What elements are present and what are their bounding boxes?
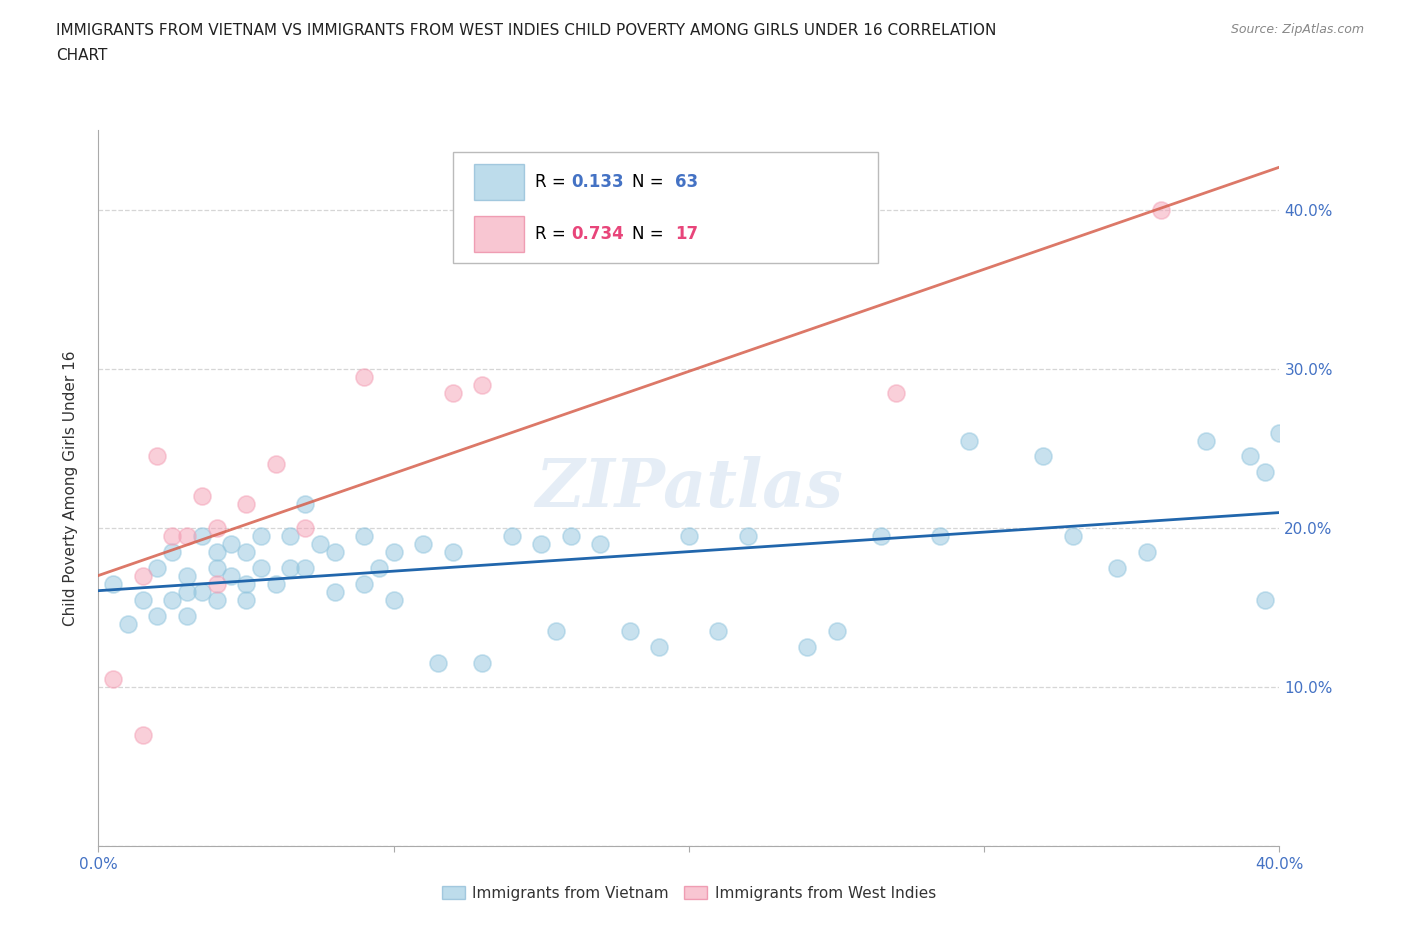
Point: [294, 497, 316, 512]
Point: [205, 561, 228, 576]
FancyBboxPatch shape: [474, 164, 523, 200]
Point: [678, 528, 700, 543]
Point: [707, 624, 730, 639]
Point: [427, 656, 450, 671]
Point: [235, 592, 257, 607]
Point: [412, 537, 434, 551]
Point: [382, 592, 405, 607]
Point: [353, 577, 375, 591]
Point: [501, 528, 523, 543]
Point: [1135, 544, 1157, 559]
Point: [1268, 425, 1291, 440]
Text: R =: R =: [536, 225, 571, 243]
FancyBboxPatch shape: [453, 152, 877, 262]
Point: [162, 544, 183, 559]
Point: [737, 528, 759, 543]
Point: [1062, 528, 1084, 543]
Point: [146, 561, 169, 576]
Point: [309, 537, 332, 551]
Point: [323, 584, 346, 599]
Point: [1254, 592, 1277, 607]
Y-axis label: Child Poverty Among Girls Under 16: Child Poverty Among Girls Under 16: [63, 351, 77, 626]
FancyBboxPatch shape: [474, 216, 523, 252]
Point: [928, 528, 950, 543]
Point: [176, 608, 198, 623]
Point: [132, 592, 155, 607]
Text: Source: ZipAtlas.com: Source: ZipAtlas.com: [1230, 23, 1364, 36]
Point: [176, 528, 198, 543]
Point: [132, 568, 155, 583]
Text: 0.734: 0.734: [571, 225, 624, 243]
Point: [191, 528, 214, 543]
Point: [619, 624, 641, 639]
Text: 63: 63: [675, 173, 697, 191]
Point: [884, 385, 907, 400]
Point: [294, 521, 316, 536]
Legend: Immigrants from Vietnam, Immigrants from West Indies: Immigrants from Vietnam, Immigrants from…: [436, 880, 942, 907]
Point: [1254, 465, 1277, 480]
Point: [205, 544, 228, 559]
Point: [589, 537, 612, 551]
Point: [176, 568, 198, 583]
Point: [1195, 433, 1218, 448]
Text: CHART: CHART: [56, 48, 108, 63]
Point: [825, 624, 848, 639]
Point: [441, 544, 464, 559]
Text: N =: N =: [633, 225, 669, 243]
Point: [278, 528, 302, 543]
Point: [353, 369, 375, 384]
Text: 0.133: 0.133: [571, 173, 623, 191]
Point: [441, 385, 464, 400]
Point: [1150, 203, 1173, 218]
Text: IMMIGRANTS FROM VIETNAM VS IMMIGRANTS FROM WEST INDIES CHILD POVERTY AMONG GIRLS: IMMIGRANTS FROM VIETNAM VS IMMIGRANTS FR…: [56, 23, 997, 38]
Point: [235, 497, 257, 512]
Text: ZIPatlas: ZIPatlas: [536, 456, 842, 521]
Point: [648, 640, 671, 655]
Point: [353, 528, 375, 543]
Point: [471, 656, 494, 671]
Point: [235, 544, 257, 559]
Text: N =: N =: [633, 173, 669, 191]
Point: [294, 561, 316, 576]
Point: [1239, 449, 1261, 464]
Point: [205, 592, 228, 607]
Point: [382, 544, 405, 559]
Point: [250, 561, 273, 576]
Point: [191, 584, 214, 599]
Point: [191, 489, 214, 504]
Point: [250, 528, 273, 543]
Point: [162, 592, 183, 607]
Point: [959, 433, 981, 448]
Point: [117, 616, 139, 631]
Point: [546, 624, 568, 639]
Point: [219, 568, 242, 583]
Point: [1032, 449, 1054, 464]
Point: [796, 640, 818, 655]
Point: [219, 537, 242, 551]
Point: [146, 449, 169, 464]
Point: [235, 577, 257, 591]
Point: [103, 671, 125, 686]
Point: [869, 528, 891, 543]
Point: [103, 577, 125, 591]
Point: [323, 544, 346, 559]
Point: [176, 584, 198, 599]
Text: 17: 17: [675, 225, 697, 243]
Point: [264, 457, 287, 472]
Point: [146, 608, 169, 623]
Point: [471, 378, 494, 392]
Point: [278, 561, 302, 576]
Point: [264, 577, 287, 591]
Point: [560, 528, 582, 543]
Point: [530, 537, 553, 551]
Point: [368, 561, 391, 576]
Point: [205, 577, 228, 591]
Point: [132, 727, 155, 742]
Text: R =: R =: [536, 173, 571, 191]
Point: [205, 521, 228, 536]
Point: [1105, 561, 1128, 576]
Point: [162, 528, 183, 543]
